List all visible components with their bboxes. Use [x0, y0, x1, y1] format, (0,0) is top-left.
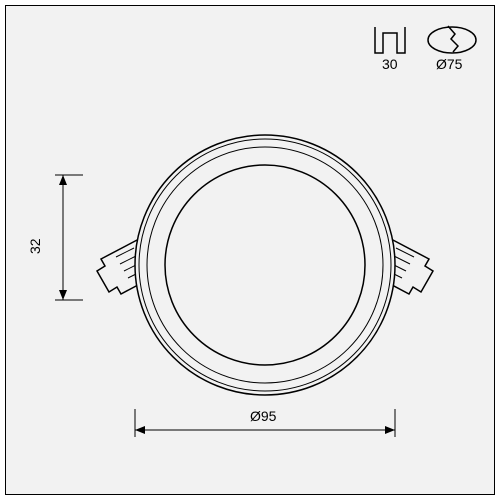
inner-aperture	[165, 165, 365, 365]
diagram-canvas: 30 Ø75 32 Ø95	[0, 0, 500, 500]
diameter-dimension-label: Ø95	[250, 408, 276, 424]
cutout-diameter-label: Ø75	[436, 56, 462, 72]
recess-depth-label: 30	[382, 56, 398, 72]
height-dimension-label: 32	[27, 238, 43, 254]
